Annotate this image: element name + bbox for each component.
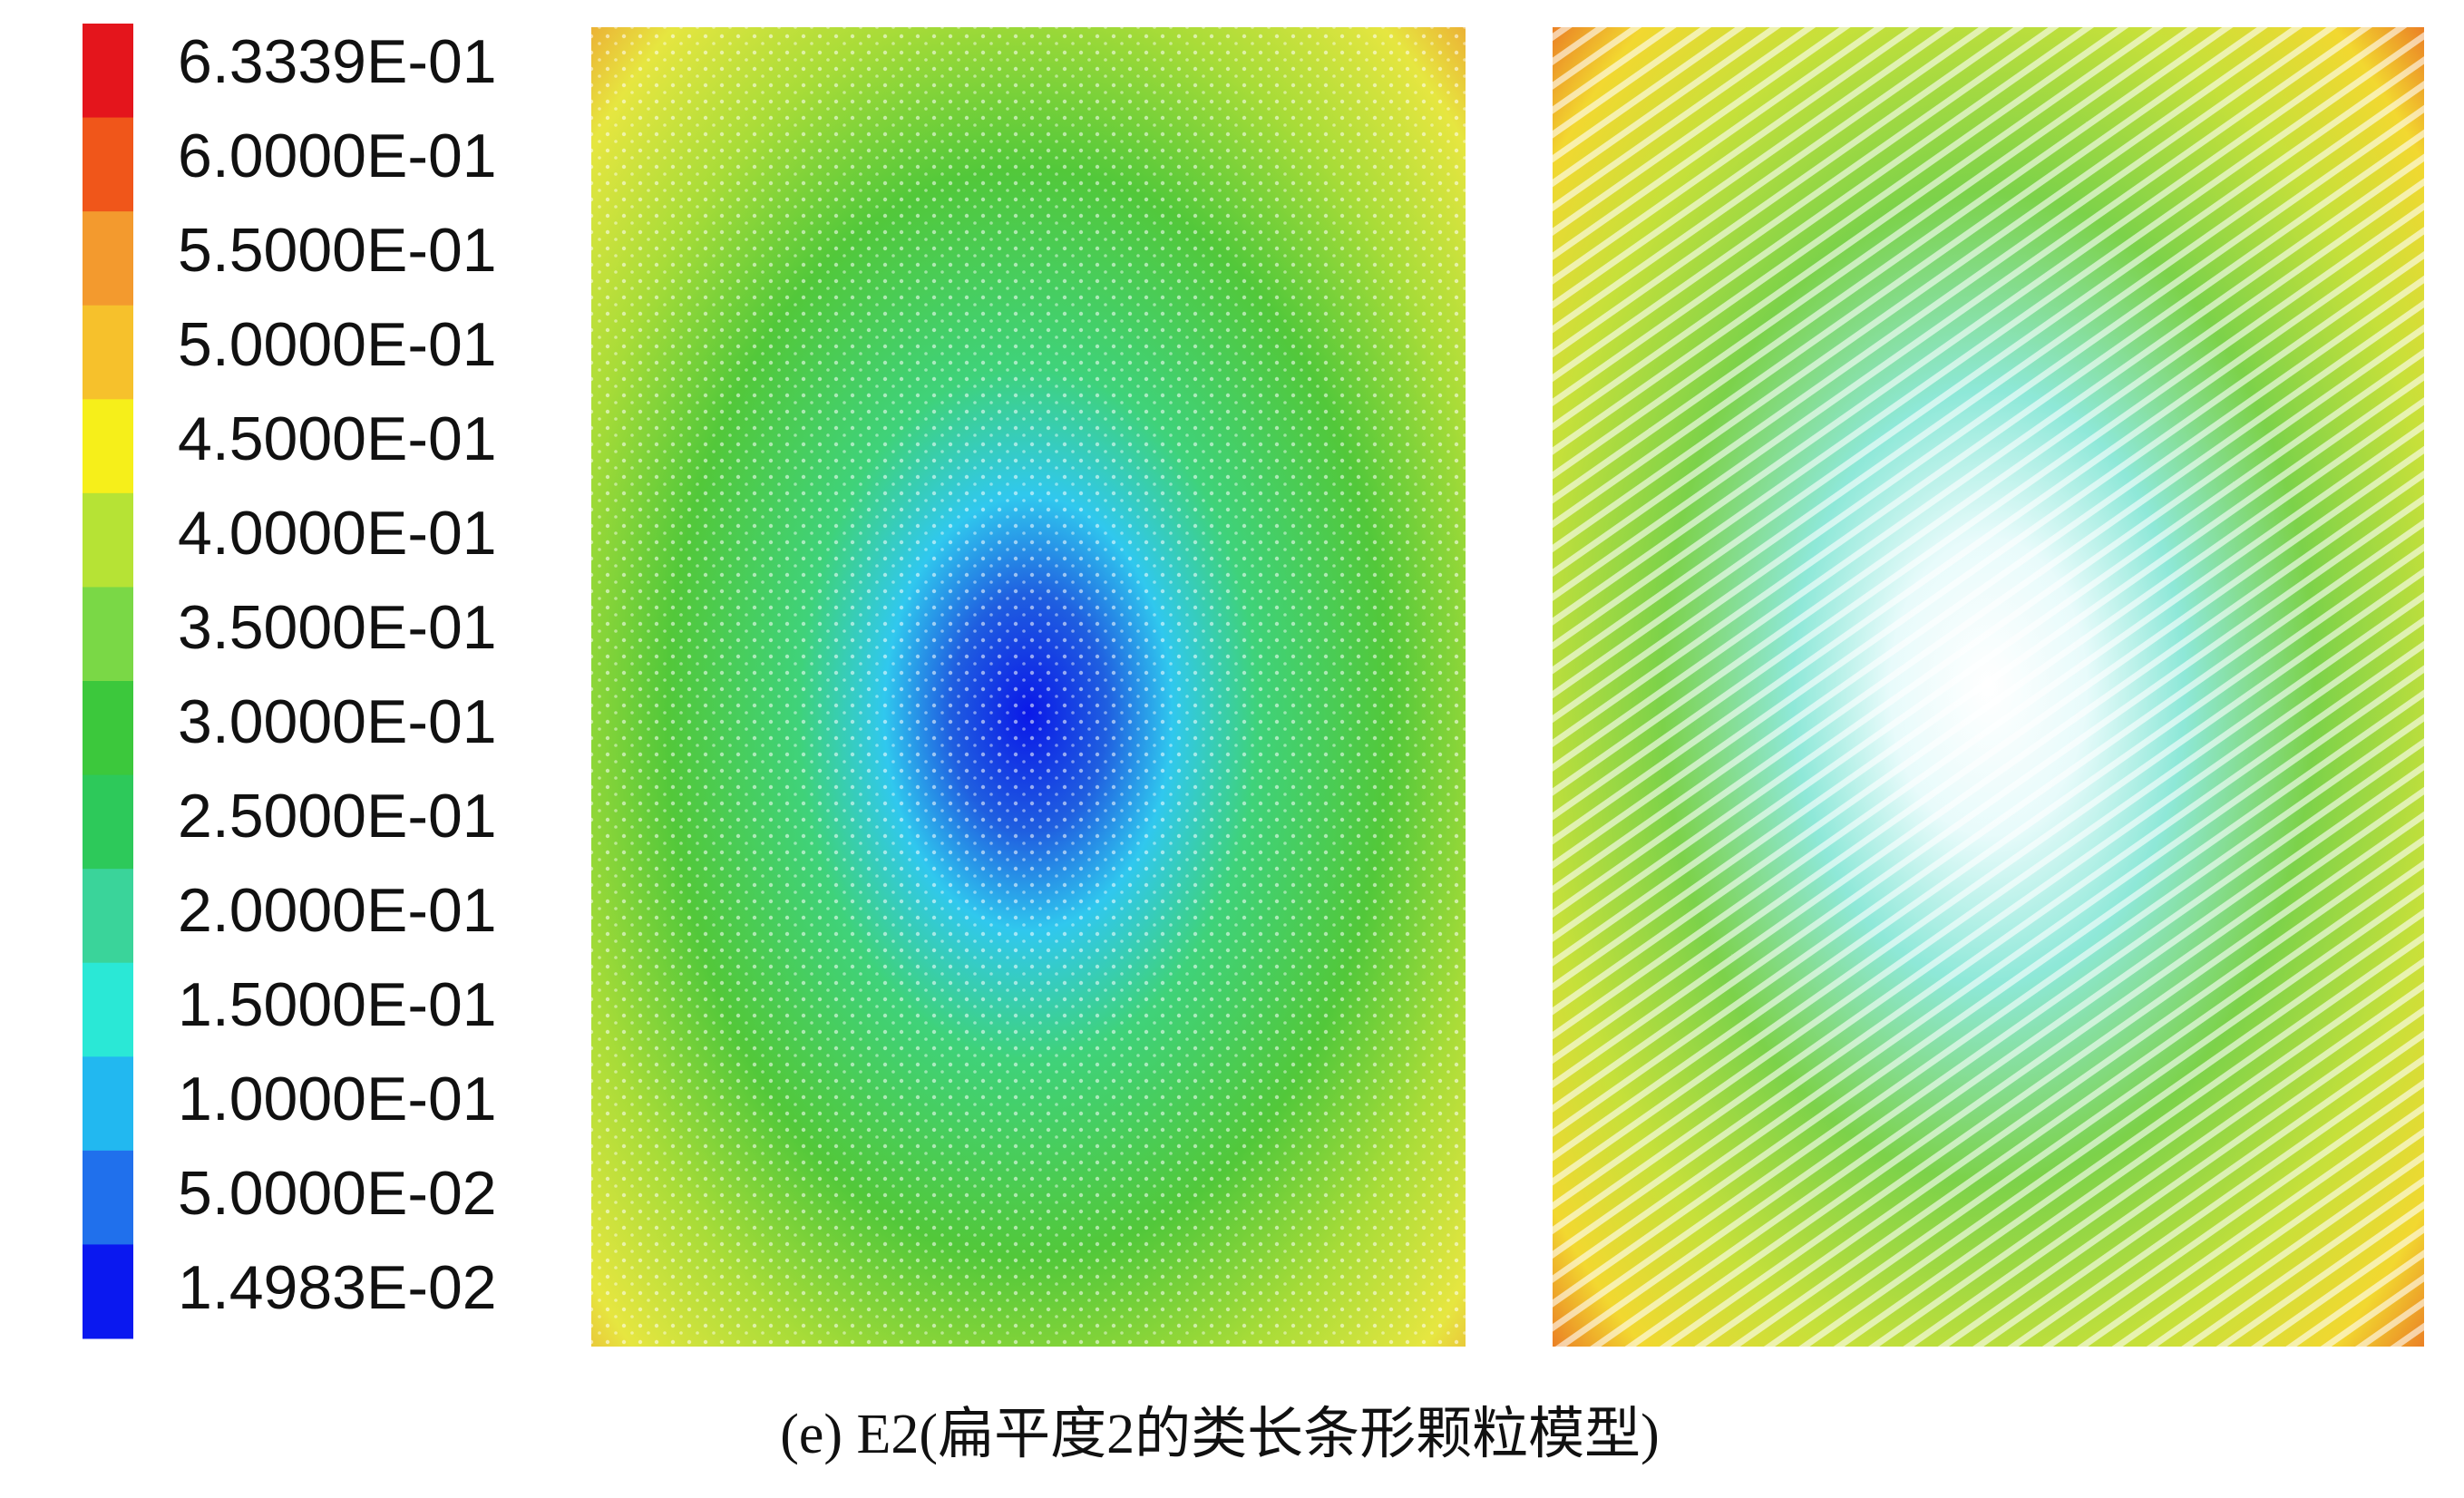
colorbar-label: 1.0000E-01	[178, 1065, 497, 1133]
color-band	[83, 24, 133, 119]
color-band	[83, 774, 133, 870]
colorbar-label: 4.5000E-01	[178, 404, 497, 473]
colorbar-label: 3.5000E-01	[178, 593, 497, 662]
colorbar-label: 2.0000E-01	[178, 876, 497, 945]
colorbar-label: 6.3339E-01	[178, 27, 497, 96]
caption: (e) E2(扁平度2的类长条形颗粒模型)	[780, 1404, 1659, 1465]
color-band	[83, 962, 133, 1057]
colorbar-label: 5.0000E-01	[178, 310, 497, 379]
colorbar-label: 3.0000E-01	[178, 687, 497, 756]
color-band	[83, 399, 133, 494]
vector-texture	[1553, 27, 2424, 1347]
velocity-panel	[1553, 27, 2424, 1347]
color-band	[83, 305, 133, 400]
color-band	[83, 587, 133, 682]
particle-texture	[591, 27, 1466, 1347]
colorbar-label: 1.5000E-01	[178, 970, 497, 1039]
colorbar-label: 4.0000E-01	[178, 499, 497, 568]
colorbar-label: 6.0000E-01	[178, 122, 497, 190]
color-band	[83, 869, 133, 964]
color-band	[83, 211, 133, 306]
color-band	[83, 117, 133, 212]
colorbar-label: 5.5000E-01	[178, 216, 497, 285]
color-band	[83, 492, 133, 588]
color-band	[83, 1150, 133, 1245]
colorbar: 6.3339E-01 6.0000E-01 5.5000E-01 5.0000E-01…	[83, 24, 497, 1339]
colorbar-label: 1.4983E-02	[178, 1253, 497, 1322]
colorbar-label: 5.0000E-02	[178, 1159, 497, 1228]
particle-panel	[591, 27, 1466, 1347]
color-band	[83, 1244, 133, 1339]
colorbar-label: 2.5000E-01	[178, 782, 497, 851]
color-band	[83, 681, 133, 776]
color-band	[83, 1056, 133, 1152]
